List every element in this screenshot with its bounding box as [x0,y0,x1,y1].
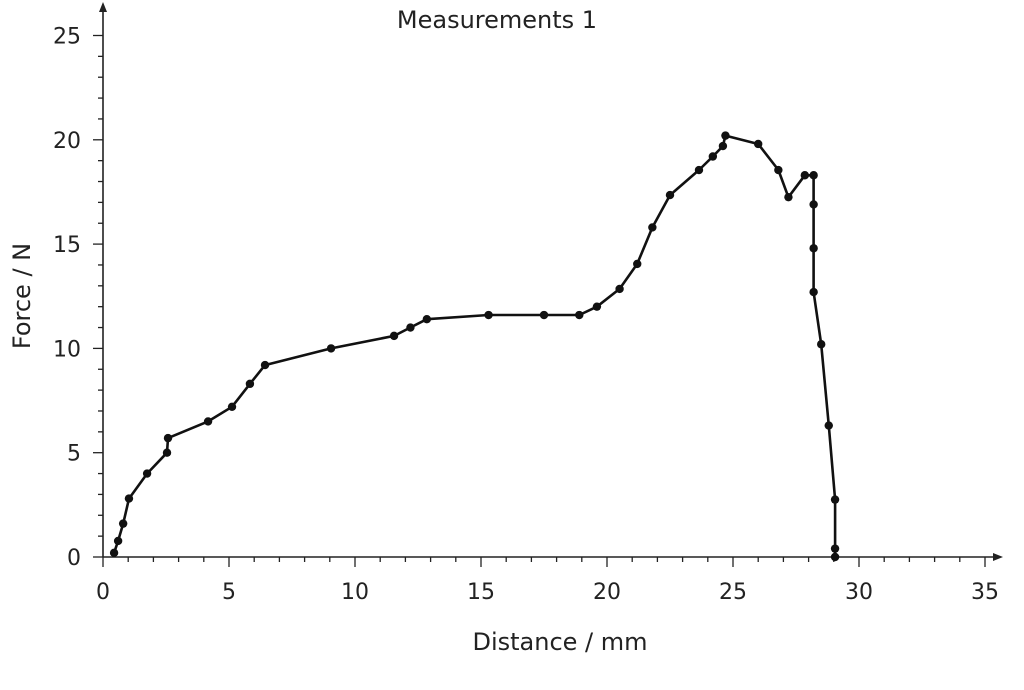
data-point [113,536,123,546]
y-axis-title: Force / N [8,243,36,349]
data-point [830,495,840,504]
data-point [227,402,237,412]
data-point [406,323,415,332]
data-point [389,331,399,341]
data-point [592,302,602,311]
axes [99,2,1003,561]
data-point [784,192,793,202]
y-tick-label: 15 [53,233,81,258]
data-point [142,469,152,478]
x-tick-label: 30 [845,580,873,605]
data-point [708,152,718,161]
data-point [615,284,624,294]
data-point [824,421,833,430]
data-point [203,417,213,426]
data-point [809,171,818,180]
y-tick-label: 5 [67,442,81,467]
data-point [817,340,826,349]
data-point [162,448,172,457]
data-point [422,314,432,324]
data-point [718,141,728,151]
data-point [539,310,549,320]
x-axis-arrow [993,553,1003,561]
x-tick-label: 0 [96,580,110,605]
data-point [245,379,255,389]
y-tick-label: 10 [53,337,81,362]
y-tick-label: 20 [53,129,81,154]
x-tick-label: 35 [971,580,999,605]
data-point [326,344,336,353]
y-axis-arrow [99,2,107,12]
data-point [830,552,840,562]
data-point [648,223,657,232]
data-point [665,190,675,200]
data-point [118,519,128,528]
x-axis-title: Distance / mm [472,628,647,656]
data-point [809,244,818,253]
data-point [694,165,704,175]
data-point [124,494,134,503]
data-point [109,548,119,558]
x-tick-label: 15 [467,580,495,605]
data-points [109,131,840,562]
data-point [774,165,783,175]
series-line [112,134,837,557]
data-point [633,259,642,269]
y-tick-label: 25 [53,25,81,50]
chart-title: Measurements 1 [397,6,597,34]
data-point [260,360,270,370]
data-point [800,171,810,180]
y-tick-label: 0 [67,546,81,571]
ticks: 0 5 10 15 20 25 30 35 0 5 10 15 20 25 [53,25,999,606]
data-point [754,139,763,149]
data-point [575,310,584,320]
x-tick-label: 25 [719,580,747,605]
data-point [484,310,493,320]
data-point [830,544,840,553]
data-point [809,200,818,209]
data-point [721,131,730,140]
data-point [809,287,818,297]
x-tick-label: 10 [341,580,369,605]
x-tick-label: 5 [222,580,236,605]
x-tick-label: 20 [593,580,621,605]
data-point [163,433,173,443]
